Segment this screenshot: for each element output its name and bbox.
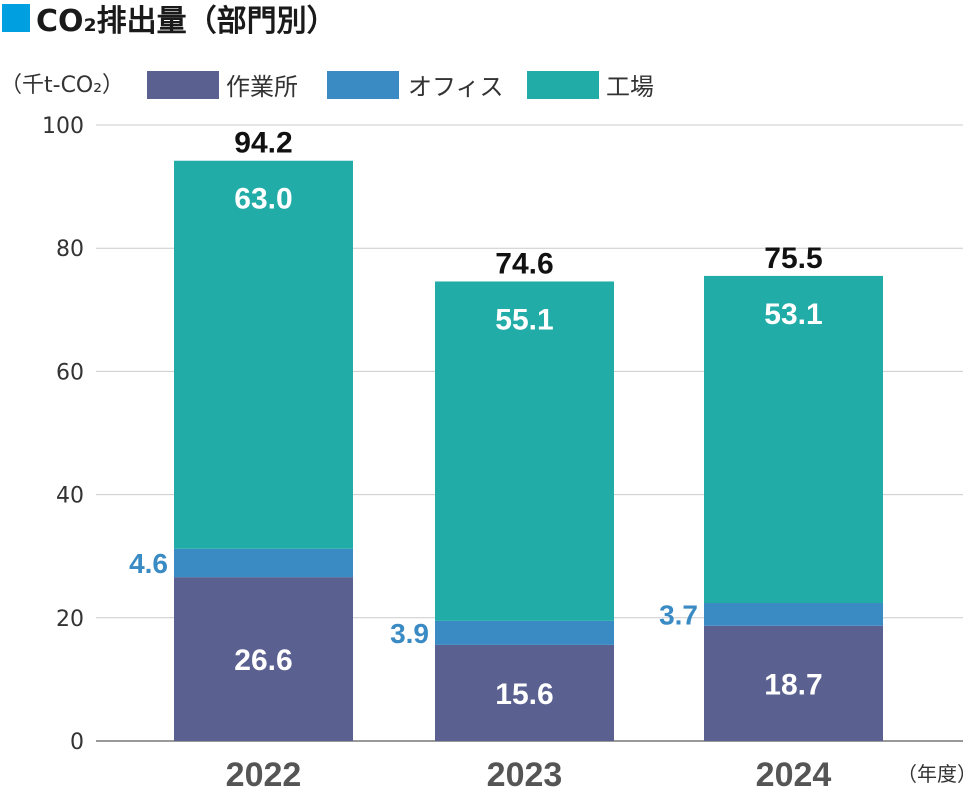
bar-segment	[174, 160, 353, 549]
x-unit-label: （年度）	[897, 762, 963, 786]
data-label: 3.9	[390, 618, 429, 649]
y-axis-ticks: 0 20 40 60 80 100	[42, 114, 84, 755]
legend-label: 作業所	[226, 73, 298, 101]
data-label: 15.6	[495, 678, 553, 711]
data-label: 18.7	[764, 668, 822, 701]
data-label: 3.7	[659, 599, 698, 630]
total-label: 75.5	[764, 242, 822, 275]
data-label: 63.0	[234, 183, 292, 216]
y-tick-label: 60	[56, 360, 84, 385]
legend: 作業所 オフィス 工場	[147, 71, 654, 101]
bar-segment	[704, 625, 883, 741]
bar-segment	[704, 603, 883, 626]
y-tick-label: 80	[56, 237, 84, 262]
data-label: 4.6	[129, 548, 168, 579]
bar-segment	[174, 548, 353, 578]
data-label: 53.1	[764, 298, 822, 331]
chart-title: CO₂排出量（部門別）	[36, 4, 337, 39]
y-tick-label: 0	[70, 730, 84, 755]
y-unit-label: （千t-CO₂）	[0, 73, 124, 98]
total-label: 74.6	[495, 247, 553, 280]
data-label: 55.1	[495, 303, 553, 336]
title-marker	[2, 4, 30, 32]
legend-label: オフィス	[408, 73, 504, 101]
data-labels: 26.6 4.6 63.0 94.2 15.6 3.9 55.1 74.6 18.7 3.7 53.…	[129, 127, 823, 711]
x-category-label: 2024	[756, 756, 832, 791]
total-label: 94.2	[234, 127, 292, 160]
bar-segment	[435, 281, 614, 621]
x-category-label: 2022	[226, 756, 302, 791]
x-axis-categories: 2022 2023 2024	[226, 756, 832, 794]
legend-swatch	[327, 71, 399, 99]
data-label: 26.6	[234, 644, 292, 677]
legend-label: 工場	[606, 73, 654, 101]
bar-segment	[435, 620, 614, 645]
legend-swatch	[147, 71, 219, 99]
y-tick-label: 40	[56, 484, 84, 509]
bar-segment	[174, 577, 353, 741]
legend-swatch	[527, 71, 599, 99]
bar-segment	[704, 275, 883, 604]
bars	[174, 160, 883, 741]
y-tick-label: 20	[56, 607, 84, 632]
bar-segment	[435, 644, 614, 741]
y-tick-label: 100	[42, 114, 84, 139]
x-category-label: 2023	[487, 756, 563, 791]
